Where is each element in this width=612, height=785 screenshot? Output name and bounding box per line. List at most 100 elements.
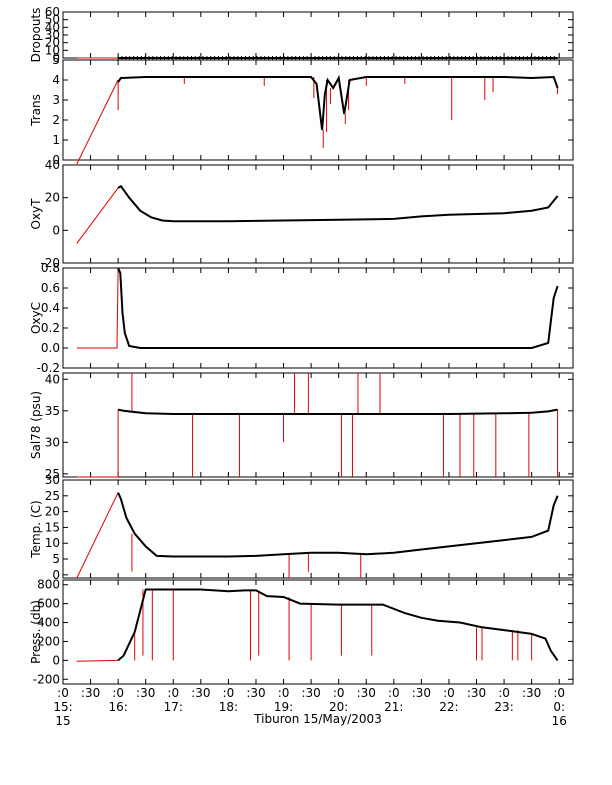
y-axis-label: Press. (db) xyxy=(29,600,43,664)
red-series-line xyxy=(76,187,119,244)
y-tick-label: 30 xyxy=(45,435,60,449)
y-tick-label: 1 xyxy=(52,133,60,147)
y-tick-label: 4 xyxy=(52,73,60,87)
y-tick-label: 30 xyxy=(45,473,60,487)
y-tick-label: 60 xyxy=(45,5,60,19)
panel-3: -20 0 20 40 OxyT xyxy=(29,158,574,270)
y-tick-label: 2 xyxy=(52,113,60,127)
y-tick-label: -20 xyxy=(40,256,60,270)
y-tick-label: 600 xyxy=(37,597,60,611)
y-tick-label: 15 xyxy=(45,520,60,534)
y-tick-label: 30 xyxy=(45,28,60,42)
x-tick-label: :30 xyxy=(301,686,320,700)
black-series-line xyxy=(117,408,558,415)
red-series-line xyxy=(76,267,119,349)
panel-frame xyxy=(62,59,574,161)
x-tick-label: 15: xyxy=(53,700,72,714)
y-tick-label: 200 xyxy=(37,634,60,648)
y-tick-label: 25 xyxy=(45,489,60,503)
y-tick-label: 0.8 xyxy=(41,261,60,275)
x-tick-label: :0 xyxy=(498,686,510,700)
y-tick-label: 5 xyxy=(52,552,60,566)
y-tick-label: 10 xyxy=(45,536,60,550)
y-tick-label: 50 xyxy=(45,13,60,27)
y-tick-label: 5 xyxy=(52,53,60,67)
x-tick-label: :30 xyxy=(246,686,265,700)
y-tick-label: 3 xyxy=(52,93,60,107)
x-tick-label: 15 xyxy=(55,714,70,728)
x-tick-label: 19: xyxy=(274,700,293,714)
red-series-line xyxy=(76,409,119,478)
black-series-line xyxy=(117,184,559,223)
x-tick-label: :30 xyxy=(522,686,541,700)
y-tick-label: -0.2 xyxy=(37,361,60,375)
y-axis-label: OxyC xyxy=(29,302,43,334)
y-axis-label: Temp. (C) xyxy=(29,500,43,558)
x-tick-label: :30 xyxy=(467,686,486,700)
black-series-line xyxy=(117,74,559,131)
panel-frame xyxy=(62,579,574,685)
x-tick-label: 16 xyxy=(552,714,567,728)
x-tick-label: :0 xyxy=(388,686,400,700)
y-axis-label: Sal78 (psu) xyxy=(29,391,43,459)
x-axis-label: Tiburon 15/May/2003 xyxy=(253,712,382,726)
x-tick-label: :0 xyxy=(223,686,235,700)
red-series-line xyxy=(76,492,119,579)
panel-2: 0 1 2 3 4 5 Trans xyxy=(29,53,574,167)
x-tick-label: :30 xyxy=(81,686,100,700)
y-tick-label: 40 xyxy=(45,20,60,34)
y-tick-label: 40 xyxy=(45,372,60,386)
y-tick-label: 400 xyxy=(37,616,60,630)
y-tick-label: 20 xyxy=(45,36,60,50)
black-series-line xyxy=(117,267,559,349)
x-tick-label: :0 xyxy=(278,686,290,700)
y-tick-label: 0 xyxy=(52,153,60,167)
panel-frame xyxy=(62,479,574,579)
y-tick-label: -200 xyxy=(33,672,60,686)
x-tick-label: :0 xyxy=(112,686,124,700)
x-tick-label: 20: xyxy=(329,700,348,714)
y-tick-label: 0.2 xyxy=(41,321,60,335)
y-tick-label: 35 xyxy=(45,404,60,418)
black-series-line xyxy=(117,492,559,558)
panel-frame xyxy=(62,11,574,59)
x-tick-label: :0 xyxy=(333,686,345,700)
panel-4: -0.2 0.0 0.2 0.4 0.6 0.8 OxyC xyxy=(29,261,574,375)
y-tick-label: 0.0 xyxy=(41,341,60,355)
x-tick-label: 22: xyxy=(439,700,458,714)
x-tick-label: :30 xyxy=(357,686,376,700)
x-axis: :015:15:30:016::30:017::30:018::30:019::… xyxy=(53,686,567,728)
red-series-line xyxy=(76,79,119,165)
x-tick-label: 16: xyxy=(108,700,127,714)
x-tick-label: :0 xyxy=(57,686,69,700)
y-tick-label: 0 xyxy=(52,568,60,582)
x-tick-label: :0 xyxy=(443,686,455,700)
y-axis-label: Dropouts xyxy=(29,8,43,63)
x-tick-label: :30 xyxy=(412,686,431,700)
y-tick-label: 800 xyxy=(37,578,60,592)
black-series-line xyxy=(117,588,559,662)
y-tick-label: 0 xyxy=(52,51,60,65)
x-tick-label: 23: xyxy=(494,700,513,714)
y-tick-label: 40 xyxy=(45,158,60,172)
panel-7: -200 0 200 400 600 800 Press. (db) xyxy=(29,578,574,686)
x-tick-label: :30 xyxy=(191,686,210,700)
panel-frame xyxy=(62,164,574,264)
y-tick-label: 10 xyxy=(45,43,60,57)
y-tick-label: 0.4 xyxy=(41,301,60,315)
x-tick-label: 17: xyxy=(164,700,183,714)
x-tick-label: 18: xyxy=(219,700,238,714)
y-tick-label: 25 xyxy=(45,467,60,481)
panel-frame xyxy=(62,267,574,369)
y-tick-label: 0 xyxy=(52,223,60,237)
x-tick-label: 21: xyxy=(384,700,403,714)
y-tick-label: 0 xyxy=(52,653,60,667)
x-tick-label: :30 xyxy=(136,686,155,700)
y-axis-label: OxyT xyxy=(29,198,43,230)
x-tick-label: :0 xyxy=(167,686,179,700)
panel-frame xyxy=(62,372,574,478)
y-tick-label: 20 xyxy=(45,191,60,205)
